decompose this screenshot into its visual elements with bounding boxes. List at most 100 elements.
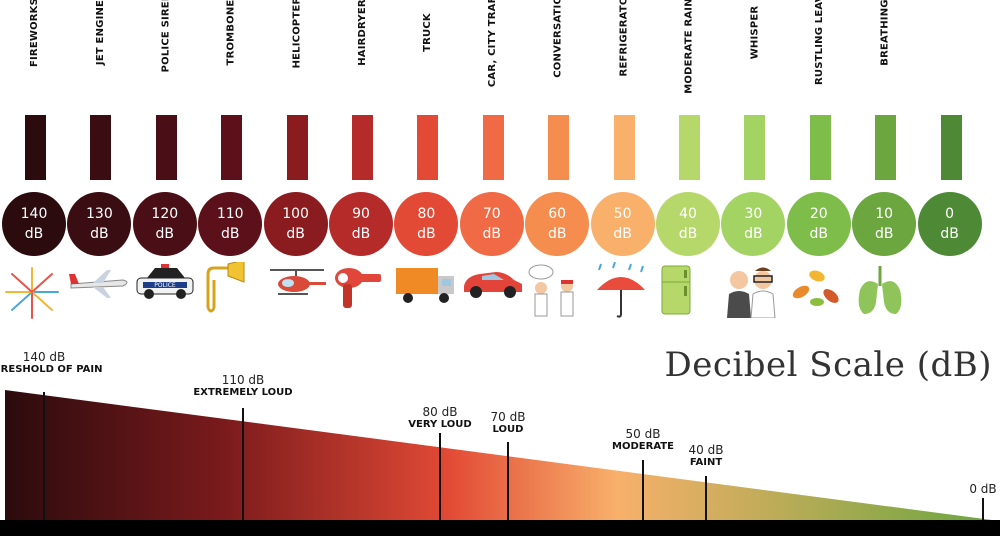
threshold-label: THRESHOLD OF PAIN (0, 364, 103, 375)
leaves-icon (787, 262, 853, 326)
threshold-tick (642, 460, 644, 520)
threshold-db: 80 dB (422, 405, 458, 419)
car-icon (460, 262, 526, 326)
jet-engine-icon (67, 262, 133, 326)
level-bar (417, 115, 439, 180)
level-bar (940, 115, 962, 180)
db-unit: dB (417, 226, 436, 242)
db-value: 110 (216, 206, 244, 222)
db-level-circle: 120 dB (132, 192, 197, 256)
threshold-label: FAINT (689, 457, 723, 468)
threshold-tick (439, 433, 441, 520)
db-level-circle: 90 dB (329, 192, 393, 256)
db-value: 20 (809, 206, 828, 222)
db-level-circle: 50 dB (590, 192, 655, 256)
sound-source: CAR, CITY TRAFFIC 70 dB (459, 0, 526, 330)
db-level-circle: 40 dB (656, 192, 720, 256)
db-value: 100 (282, 206, 309, 222)
db-level-circle: 100 dB (263, 192, 328, 256)
conversation-icon (525, 262, 591, 326)
db-unit: dB (678, 226, 698, 242)
fireworks-icon (2, 262, 68, 326)
db-value: 90 (352, 206, 370, 222)
sound-source: BREATHING 10 dB (852, 0, 918, 330)
threshold-tick (242, 408, 244, 520)
db-value: 10 (875, 206, 894, 222)
level-bar (221, 115, 243, 180)
db-level-circle: 110 dB (198, 192, 263, 256)
threshold-label: VERY LOUD (408, 419, 472, 430)
svg-text:POLICE: POLICE (154, 282, 176, 289)
sound-source: TROMBONE 110 dB (198, 0, 264, 330)
threshold-annotation: 0 dB (923, 482, 1000, 496)
trombone-icon (198, 259, 264, 326)
threshold-label: EXTREMELY LOUD (193, 387, 293, 398)
threshold-tick (507, 442, 509, 520)
db-value: 130 (86, 206, 113, 222)
sound-source: JET ENGINE 130 dB (67, 0, 133, 330)
db-level-circle: 140 dB (2, 192, 66, 256)
threshold-db: 140 dB (22, 350, 66, 364)
wedge-shape (5, 390, 992, 522)
truck-icon (394, 262, 460, 326)
db-value: 40 (679, 206, 697, 222)
level-bar (679, 115, 700, 180)
threshold-annotation: 110 dB EXTREMELY LOUD (183, 373, 303, 398)
db-unit: dB (286, 226, 305, 242)
db-unit: dB (809, 226, 829, 242)
refrigerator-icon (656, 262, 722, 326)
level-bar (613, 115, 635, 180)
level-bar (352, 115, 373, 180)
db-unit: dB (744, 226, 763, 242)
db-value: 80 (417, 206, 436, 222)
db-value: 70 (482, 206, 501, 222)
threshold-annotation: 50 dB MODERATE (583, 427, 703, 452)
police-car-icon: POLICE (133, 262, 199, 326)
sound-source: CONVERSATION 60 dB (525, 0, 591, 330)
db-level-circle: 70 dB (459, 192, 524, 256)
sound-source: RUSTLING LEAVES 20 dB (786, 0, 853, 330)
threshold-db: 0 dB (969, 482, 997, 496)
db-level-circle: 30 dB (721, 192, 786, 256)
db-unit: dB (90, 226, 109, 242)
db-level-circle: 60 dB (525, 192, 590, 256)
db-level-circle: 80 dB (394, 192, 459, 256)
db-level-circle: 20 dB (786, 192, 851, 256)
threshold-annotation: 140 dBTHRESHOLD OF PAIN (0, 350, 104, 375)
db-unit: dB (940, 226, 959, 242)
threshold-db: 50 dB (625, 427, 661, 441)
db-level-circle: 0 dB (917, 192, 982, 256)
threshold-label: LOUD (492, 424, 524, 435)
threshold-db: 40 dB (688, 443, 724, 457)
level-bar (25, 115, 46, 180)
db-unit: dB (613, 226, 632, 242)
sound-source: HELICOPTER 100 dB (263, 0, 330, 330)
db-unit: dB (482, 226, 502, 242)
db-value: 0 (945, 206, 955, 222)
sound-source: TRUCK 80 dB (394, 0, 460, 330)
db-level-circle: 10 dB (852, 192, 917, 256)
level-bar (809, 115, 831, 180)
baseline (0, 520, 1000, 536)
db-unit: dB (874, 226, 894, 242)
sound-source: POLICE SIREN 120 dB POLICE (132, 0, 199, 330)
threshold-db: 110 dB (221, 373, 265, 387)
db-value: 30 (744, 206, 763, 222)
hairdryer-icon (329, 262, 395, 326)
helicopter-icon (264, 262, 330, 326)
db-value: 60 (548, 206, 567, 222)
threshold-annotation: 70 dB LOUD (448, 410, 568, 435)
threshold-annotation: 80 dB VERY LOUD (380, 405, 500, 430)
db-unit: dB (155, 226, 175, 242)
db-unit: dB (547, 226, 567, 242)
sound-source: FIREWORKS 140 dB (2, 0, 68, 330)
db-value: 120 (151, 206, 179, 222)
sound-source: 0 dB (917, 0, 984, 330)
threshold-db: 70 dB (490, 410, 526, 424)
chart-title: Decibel Scale (dB) (664, 345, 992, 385)
db-level-circle: 130 dB (67, 192, 132, 256)
sound-source: MODERATE RAINFALL 40 dB (656, 0, 722, 330)
level-bar (875, 115, 897, 180)
sound-source: WHISPER 30 dB (721, 0, 787, 330)
level-bar (90, 115, 112, 180)
